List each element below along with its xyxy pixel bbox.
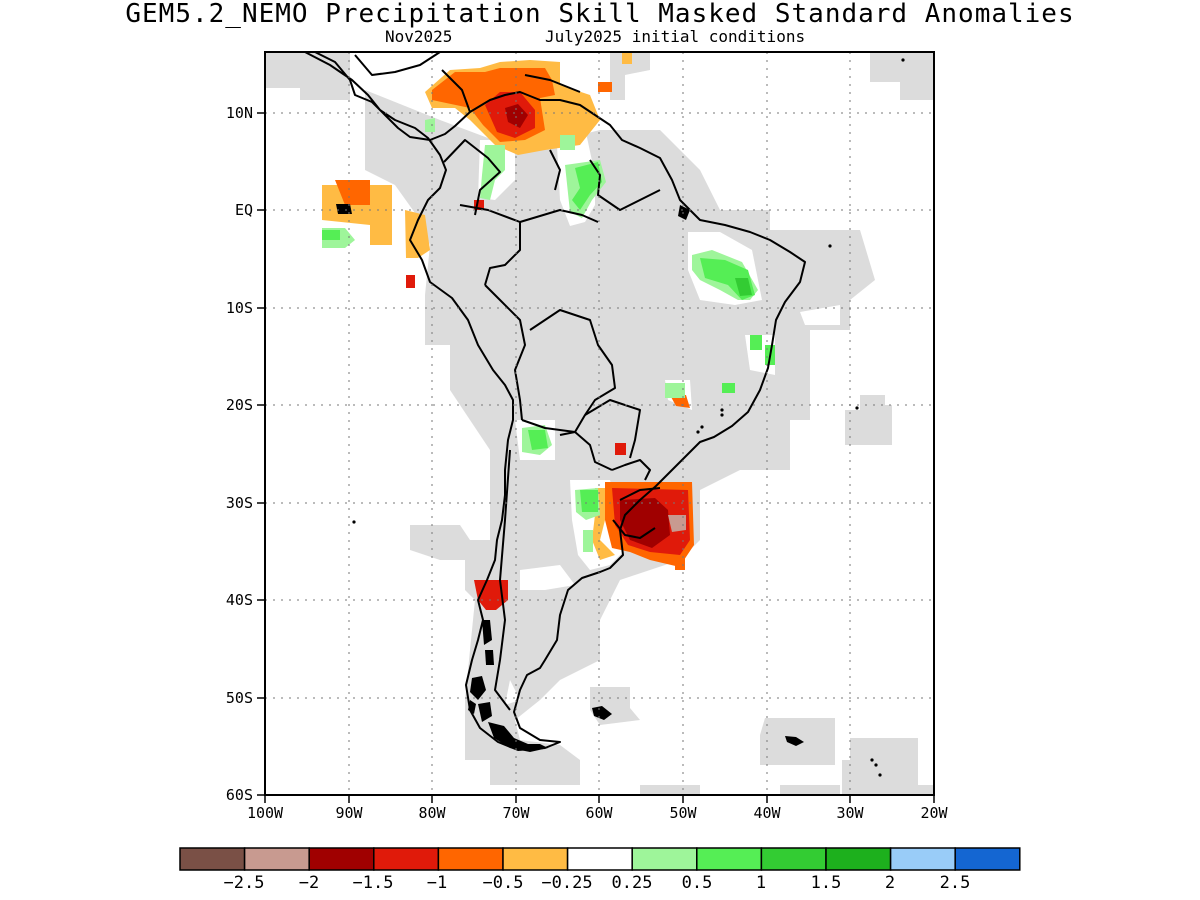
- lat-label: 60S: [226, 786, 253, 804]
- colorbar-swatch: [243, 847, 310, 871]
- lon-label: 20W: [920, 804, 948, 822]
- lon-label: 50W: [669, 804, 697, 822]
- chart-title: GEM5.2_NEMO Precipitation Skill Masked S…: [125, 0, 1075, 29]
- lat-label: EQ: [235, 201, 253, 219]
- colorbar-label: 2: [885, 873, 895, 893]
- colorbar-label: 1: [756, 873, 766, 893]
- lat-label: 30S: [226, 494, 253, 512]
- colorbar-label: −0.25: [541, 873, 592, 893]
- lon-label: 40W: [753, 804, 781, 822]
- colorbar-label: 0.25: [612, 873, 653, 893]
- colorbar-label: 2.5: [940, 873, 971, 893]
- coastlines-borders: [304, 51, 806, 751]
- forecast-month-label: Nov2025: [385, 27, 453, 46]
- colorbar-swatch: [825, 847, 892, 871]
- colorbar-labels: −2.5 −2 −1.5 −1 −0.5 −0.25 0.25 0.5 1 1.…: [224, 873, 971, 893]
- colorbar-label: 0.5: [682, 873, 713, 893]
- colorbar-label: −2: [299, 873, 319, 893]
- colorbar-label: −1.5: [353, 873, 394, 893]
- lat-label: 10S: [226, 299, 253, 317]
- colorbar-swatch: [631, 847, 698, 871]
- colorbar-label: −1: [427, 873, 447, 893]
- colorbar-swatch: [760, 847, 827, 871]
- colorbar-swatch: [889, 847, 956, 871]
- lon-label: 80W: [418, 804, 446, 822]
- colorbar-swatch: [179, 847, 246, 871]
- colorbar-label: −2.5: [224, 873, 265, 893]
- colorbar-swatch: [696, 847, 763, 871]
- initial-conditions-label: July2025 initial conditions: [545, 27, 806, 46]
- colorbar-label: −0.5: [483, 873, 524, 893]
- lon-label: 100W: [247, 804, 284, 822]
- lat-label: 40S: [226, 591, 253, 609]
- lon-label: 90W: [335, 804, 363, 822]
- colorbar-swatch: [437, 847, 504, 871]
- lon-label: 60W: [585, 804, 613, 822]
- colorbar-swatch: [502, 847, 569, 871]
- islands: [336, 58, 905, 777]
- lat-label: 50S: [226, 689, 253, 707]
- lat-label: 20S: [226, 396, 253, 414]
- colorbar-swatch: [308, 847, 375, 871]
- colorbar-label: 1.5: [811, 873, 842, 893]
- lat-label: 10N: [226, 104, 253, 122]
- colorbar-swatch: [373, 847, 440, 871]
- lon-label: 30W: [836, 804, 864, 822]
- positive-anomaly-layer: [322, 118, 775, 552]
- lon-label: 70W: [502, 804, 530, 822]
- colorbar-swatch: [954, 847, 1021, 871]
- lon-axis: 100W 90W 80W 70W 60W 50W 40W 30W 20W: [247, 804, 949, 822]
- colorbar-swatch: [566, 847, 633, 871]
- axis-ticks: [257, 112, 935, 803]
- colorbar: [179, 847, 1021, 871]
- lat-axis: 10N EQ 10S 20S 30S 40S 50S 60S: [226, 104, 253, 804]
